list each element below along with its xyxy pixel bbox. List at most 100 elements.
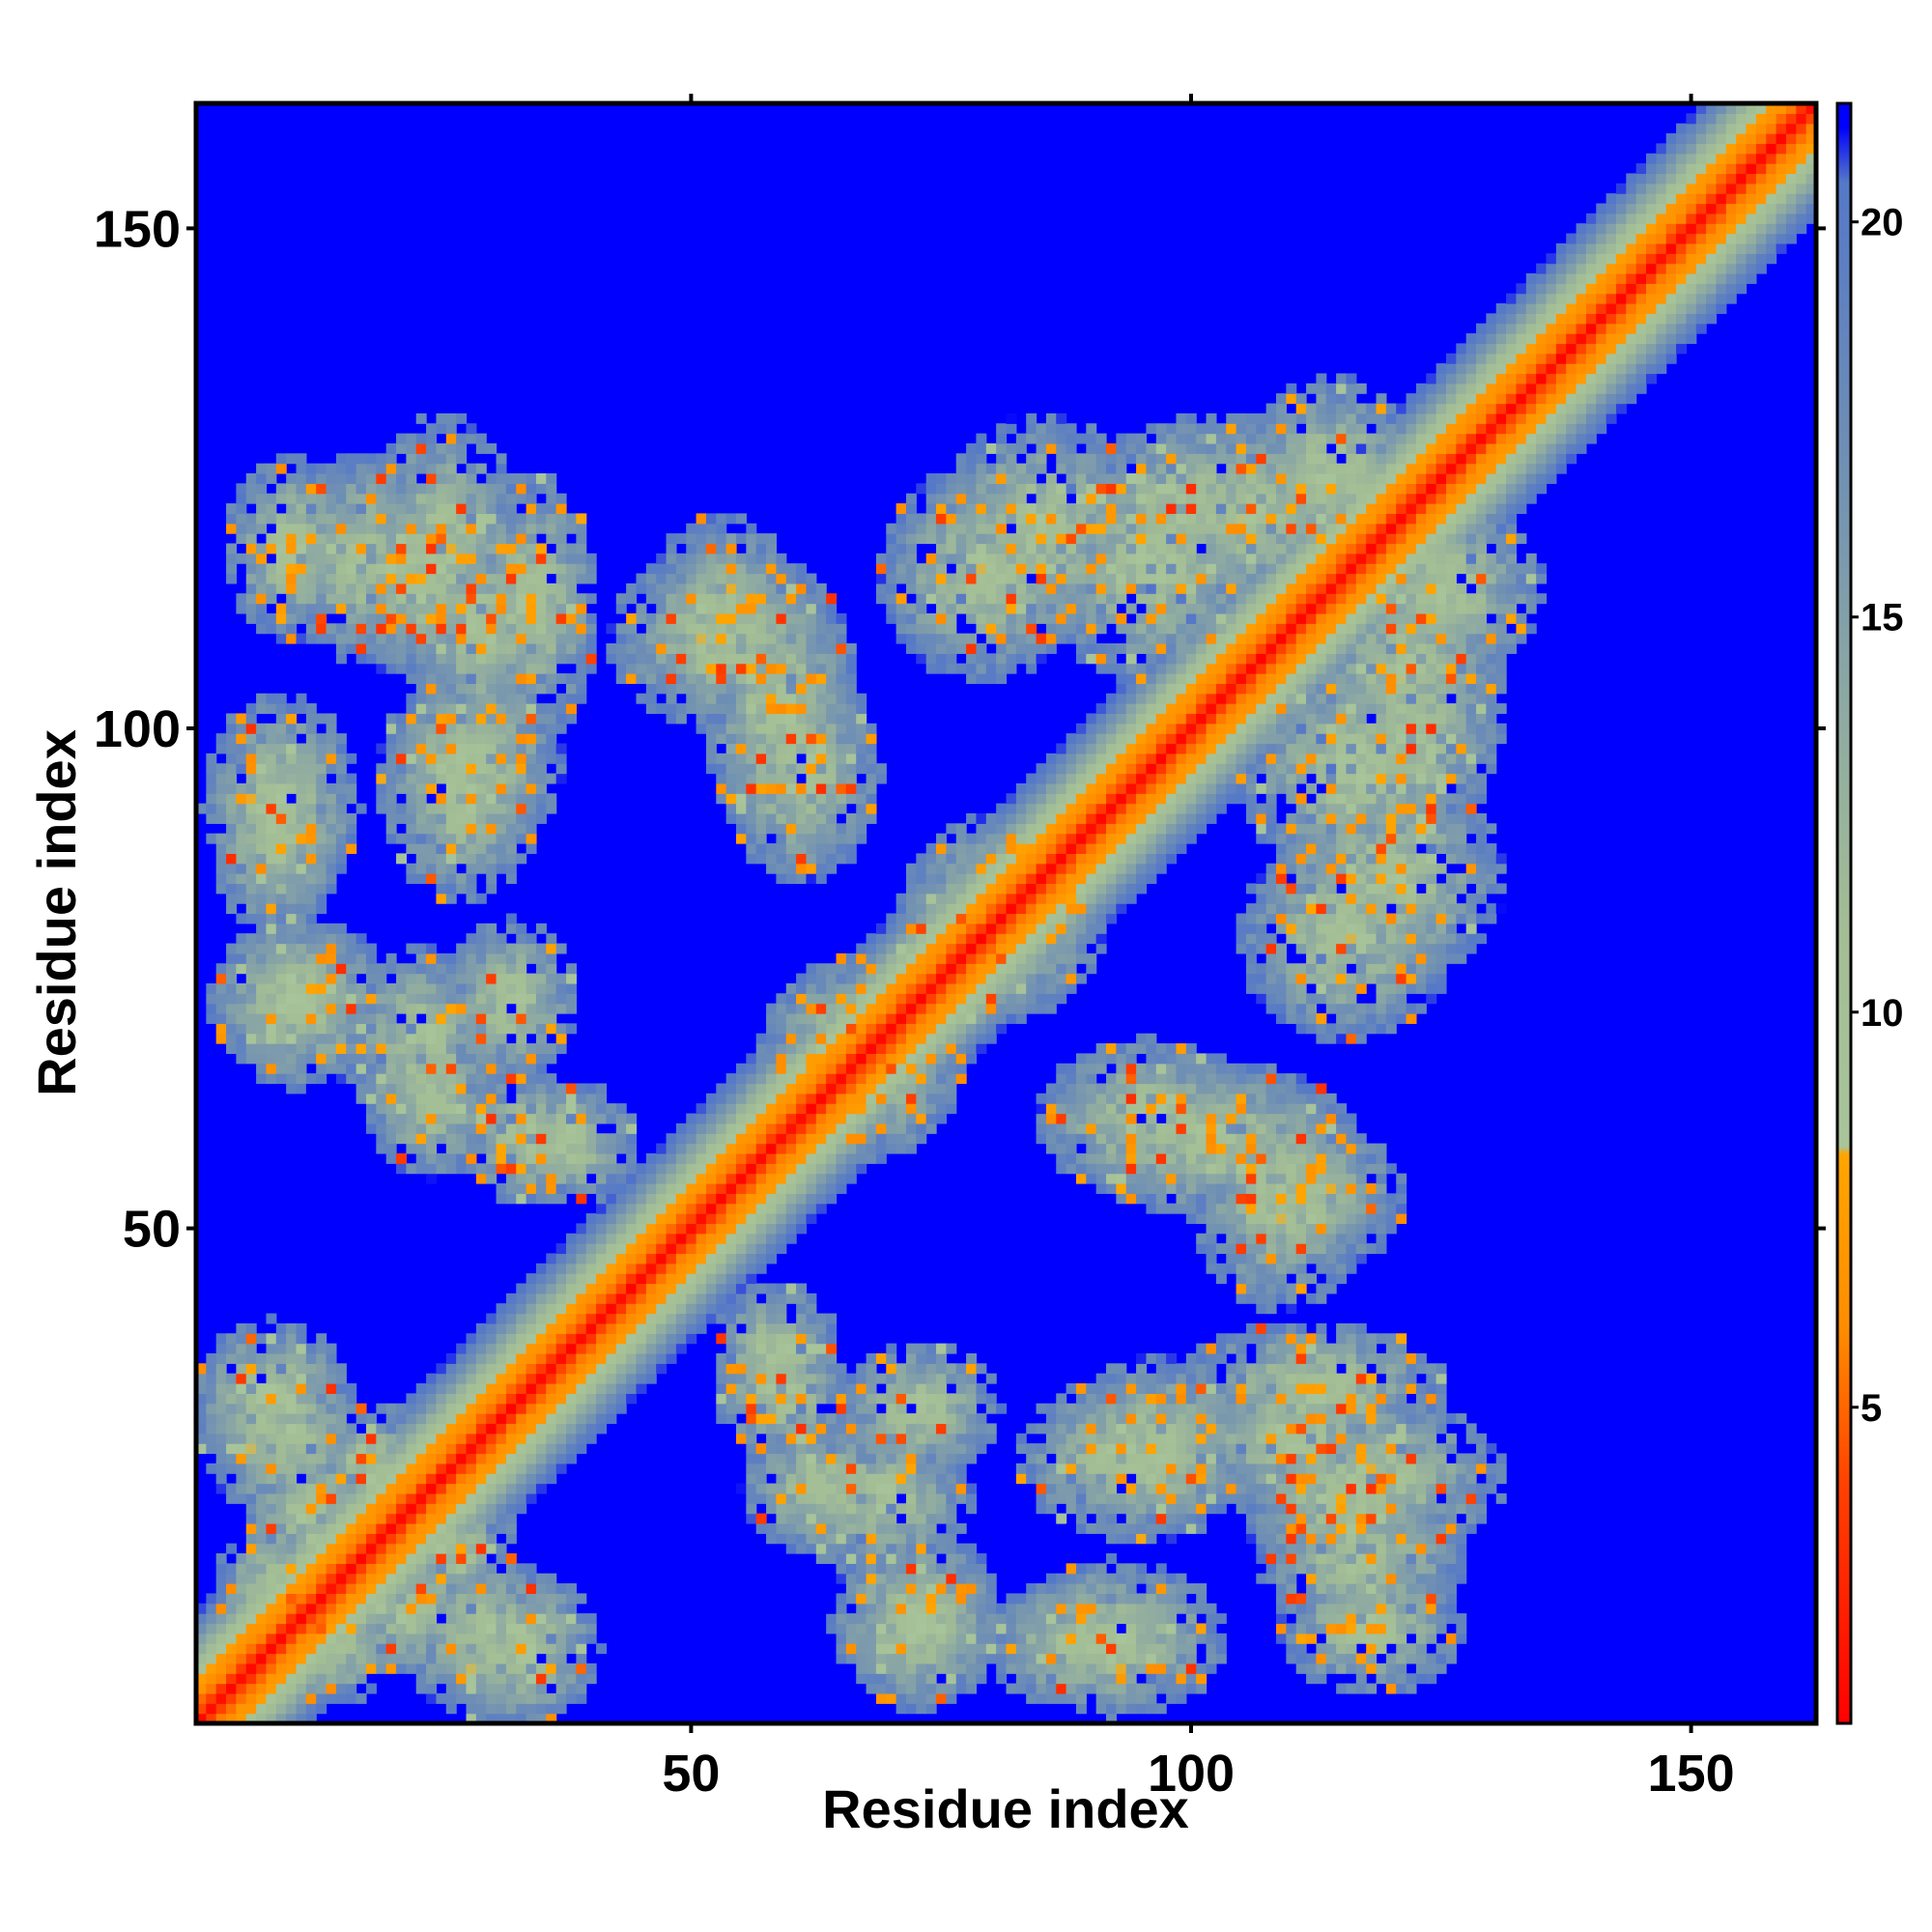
heatmap-cell bbox=[725, 1283, 737, 1294]
heatmap-cell bbox=[266, 1513, 277, 1524]
heatmap-cell bbox=[486, 1063, 497, 1074]
heatmap-cell bbox=[555, 1122, 567, 1134]
heatmap-cell bbox=[415, 1563, 427, 1575]
heatmap-cell bbox=[305, 513, 317, 525]
heatmap-cell bbox=[856, 1503, 867, 1515]
heatmap-cell bbox=[245, 1603, 257, 1614]
heatmap-cell bbox=[475, 1122, 487, 1134]
heatmap-cell bbox=[815, 663, 827, 674]
heatmap-cell bbox=[256, 1643, 268, 1655]
heatmap-cell bbox=[845, 1383, 857, 1394]
heatmap-cell bbox=[426, 493, 438, 504]
heatmap-cell bbox=[806, 1443, 817, 1455]
heatmap-cell bbox=[335, 1403, 347, 1414]
heatmap-cell bbox=[266, 833, 277, 844]
heatmap-cell bbox=[365, 1533, 377, 1545]
heatmap-cell bbox=[505, 1503, 517, 1515]
heatmap-cell bbox=[376, 533, 387, 545]
heatmap-cell bbox=[615, 1253, 627, 1264]
heatmap-cell bbox=[215, 773, 227, 784]
heatmap-cell bbox=[245, 1633, 257, 1644]
heatmap-cell bbox=[546, 803, 557, 814]
heatmap-cell bbox=[686, 693, 697, 704]
heatmap-cell bbox=[505, 1343, 517, 1354]
heatmap-cell bbox=[776, 633, 787, 644]
heatmap-cell bbox=[275, 1443, 287, 1455]
heatmap-cell bbox=[376, 1513, 387, 1524]
heatmap-cell bbox=[666, 1322, 677, 1334]
heatmap-cell bbox=[346, 453, 357, 465]
heatmap-cell bbox=[445, 1662, 457, 1674]
heatmap-cell bbox=[296, 693, 307, 704]
heatmap-cell bbox=[215, 963, 227, 975]
heatmap-cell bbox=[406, 1583, 417, 1595]
heatmap-cell bbox=[316, 573, 327, 584]
heatmap-cell bbox=[196, 1643, 207, 1655]
heatmap-cell bbox=[415, 643, 427, 654]
heatmap-cell bbox=[275, 1033, 287, 1044]
heatmap-cell bbox=[836, 1403, 847, 1414]
heatmap-cell bbox=[526, 1283, 537, 1294]
heatmap-cell bbox=[396, 973, 407, 984]
heatmap-cell bbox=[836, 633, 847, 644]
heatmap-cell bbox=[776, 603, 787, 614]
heatmap-cell bbox=[826, 1503, 838, 1515]
heatmap-cell bbox=[705, 603, 717, 614]
heatmap-cell bbox=[845, 1063, 857, 1074]
heatmap-cell bbox=[475, 843, 487, 854]
heatmap-cell bbox=[755, 1303, 767, 1315]
heatmap-cell bbox=[596, 1273, 608, 1285]
heatmap-cell bbox=[226, 763, 238, 775]
heatmap-cell bbox=[335, 1443, 347, 1455]
heatmap-cell bbox=[456, 1343, 468, 1354]
heatmap-cell bbox=[256, 883, 268, 895]
heatmap-cell bbox=[406, 1033, 417, 1044]
heatmap-cell bbox=[546, 1333, 557, 1345]
heatmap-cell bbox=[275, 523, 287, 534]
heatmap-cell bbox=[836, 1573, 847, 1584]
heatmap-cell bbox=[746, 1173, 757, 1184]
heatmap-cell bbox=[785, 1113, 797, 1124]
heatmap-cell bbox=[836, 1603, 847, 1614]
heatmap-cell bbox=[576, 1333, 587, 1345]
heatmap-cell bbox=[555, 1453, 567, 1464]
heatmap-cell bbox=[705, 523, 717, 534]
heatmap-cell bbox=[496, 803, 507, 814]
heatmap-cell bbox=[746, 1303, 757, 1315]
heatmap-cell bbox=[256, 853, 268, 865]
heatmap-cell bbox=[836, 1653, 847, 1664]
heatmap-cell bbox=[546, 1413, 557, 1425]
heatmap-cell bbox=[456, 1443, 468, 1455]
heatmap-cell bbox=[456, 753, 468, 764]
heatmap-cell bbox=[555, 553, 567, 564]
heatmap-cell bbox=[415, 1453, 427, 1464]
heatmap-cell bbox=[256, 773, 268, 784]
heatmap-cell bbox=[475, 1133, 487, 1145]
heatmap-cell bbox=[335, 1662, 347, 1674]
heatmap-cell bbox=[215, 1333, 227, 1345]
heatmap-cell bbox=[516, 1593, 527, 1605]
heatmap-cell bbox=[326, 1023, 337, 1035]
heatmap-cell bbox=[286, 523, 298, 534]
heatmap-cell bbox=[806, 1213, 817, 1225]
heatmap-cell bbox=[256, 563, 268, 575]
heatmap-cell bbox=[725, 723, 737, 734]
heatmap-cell bbox=[546, 623, 557, 635]
heatmap-cell bbox=[566, 1253, 577, 1264]
heatmap-cell bbox=[316, 1643, 327, 1655]
heatmap-cell bbox=[705, 553, 717, 564]
heatmap-cell bbox=[486, 1623, 497, 1634]
heatmap-cell bbox=[445, 753, 457, 764]
heatmap-cell bbox=[576, 1662, 587, 1674]
heatmap-cell bbox=[365, 1423, 377, 1435]
heatmap-cell bbox=[535, 1473, 547, 1485]
heatmap-cell bbox=[496, 812, 507, 824]
heatmap-cell bbox=[496, 1443, 507, 1455]
heatmap-cell bbox=[316, 713, 327, 724]
heatmap-cell bbox=[326, 1623, 337, 1634]
heatmap-cell bbox=[245, 903, 257, 915]
heatmap-cell bbox=[555, 1163, 567, 1175]
heatmap-cell bbox=[496, 753, 507, 764]
heatmap-cell bbox=[766, 703, 778, 715]
heatmap-cell bbox=[776, 1503, 787, 1515]
